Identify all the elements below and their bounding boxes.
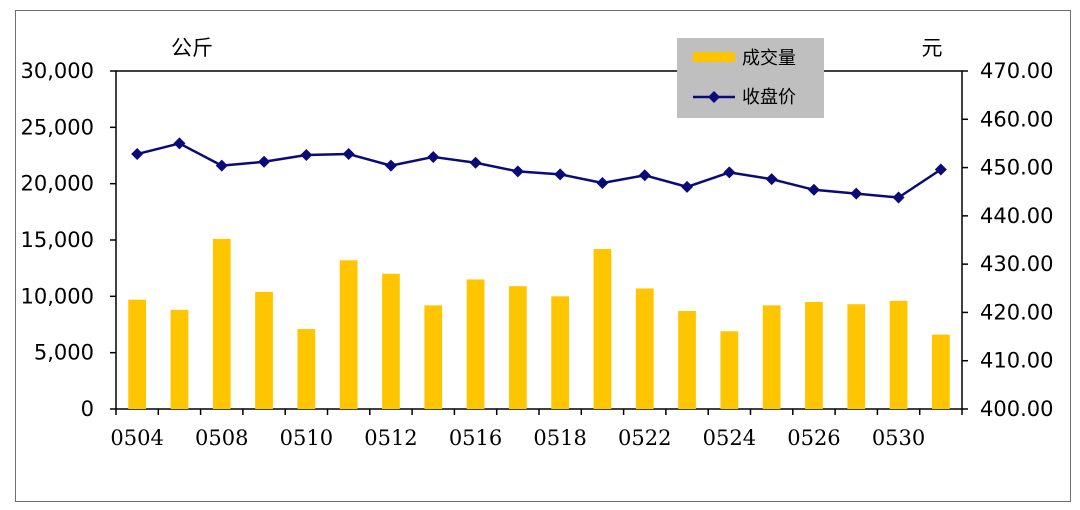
close-price-point-0524	[723, 166, 736, 179]
volume-bar-0512	[382, 273, 400, 409]
left-tick-label: 5,000	[34, 341, 94, 365]
x-tick-label: 0522	[618, 426, 671, 450]
x-tick-label: 0510	[280, 426, 333, 450]
legend-label-volume: 成交量	[742, 48, 796, 69]
right-tick-label: 420.00	[980, 300, 1053, 324]
close-price-point-0509	[258, 155, 271, 168]
x-tick-label: 0512	[364, 426, 417, 450]
volume-bar-0510	[297, 329, 316, 409]
right-tick-label: 400.00	[980, 397, 1053, 421]
volume-bar-0528	[847, 304, 866, 409]
x-tick-label: 0526	[787, 426, 840, 450]
right-tick-label: 450.00	[980, 156, 1053, 180]
x-tick-label: 0530	[872, 426, 925, 450]
close-price-point-0510	[300, 149, 313, 162]
volume-bar-0523	[678, 310, 696, 409]
left-tick-label: 10,000	[21, 284, 94, 308]
right-tick-label: 410.00	[980, 349, 1053, 373]
close-price-point-0505	[173, 137, 186, 150]
volume-bar-0518	[551, 296, 570, 409]
x-tick-label: 0524	[703, 426, 756, 450]
plot-area	[115, 70, 963, 410]
close-price-point-0525	[765, 173, 778, 186]
close-price-point-0518	[554, 168, 567, 181]
close-price-point-0508	[215, 159, 228, 172]
right-tick-label: 440.00	[980, 204, 1053, 228]
volume-bar-0509	[255, 291, 273, 409]
close-price-line-group	[131, 137, 947, 204]
close-price-point-0516	[469, 156, 482, 169]
legend-background	[677, 38, 824, 118]
close-price-point-0517	[511, 165, 524, 178]
close-price-point-0528	[850, 187, 863, 200]
right-axis-unit: 元	[922, 36, 943, 60]
legend-marker-price	[708, 91, 720, 103]
volume-bar-0531	[931, 334, 950, 409]
close-price-point-0531	[934, 163, 947, 176]
volume-bar-0511	[339, 260, 358, 409]
right-tick-label: 430.00	[980, 252, 1053, 276]
volume-bar-0514	[424, 305, 443, 409]
volume-bar-0522	[635, 288, 654, 409]
x-tick-label: 0516	[449, 426, 502, 450]
x-tick-label: 0504	[110, 426, 163, 450]
volume-bar-0525	[762, 305, 781, 409]
x-tick-label: 0518	[533, 426, 586, 450]
close-price-point-0522	[638, 169, 651, 182]
close-price-point-0504	[131, 148, 144, 161]
left-tick-label: 20,000	[21, 172, 94, 196]
volume-bar-0517	[508, 286, 527, 409]
close-price-point-0523	[681, 180, 694, 193]
left-tick-label: 30,000	[21, 59, 94, 83]
left-axis-unit: 公斤	[171, 36, 213, 60]
legend-swatch-volume	[693, 52, 735, 62]
volume-bars	[128, 238, 950, 409]
right-tick-label: 470.00	[980, 59, 1053, 83]
volume-bar-0530	[889, 300, 908, 409]
volume-bar-0526	[805, 301, 823, 409]
left-tick-label: 0	[81, 397, 94, 421]
chart-frame	[15, 10, 1071, 502]
close-price-point-0514	[427, 150, 440, 163]
x-tick-label: 0508	[195, 426, 248, 450]
close-price-point-0526	[807, 183, 820, 196]
legend-label-price: 收盘价	[742, 87, 796, 108]
volume-bar-0508	[212, 238, 231, 409]
axes: 30,000 25,000 20,000 15,000 10,000 5,000 0 470.…	[21, 59, 1054, 450]
close-price-point-0512	[384, 159, 397, 172]
close-price-point-0520	[596, 177, 609, 190]
left-tick-label: 15,000	[21, 228, 94, 252]
close-price-point-0530	[892, 191, 905, 204]
volume-bar-0520	[593, 249, 612, 409]
volume-bar-0504	[128, 299, 147, 409]
plot-border	[115, 70, 963, 410]
volume-bar-0516	[466, 279, 485, 409]
right-tick-label: 460.00	[980, 107, 1053, 131]
volume-bar-0505	[170, 309, 189, 409]
close-price-point-0511	[342, 148, 355, 161]
legend: 成交量 收盘价	[677, 38, 824, 118]
left-tick-label: 25,000	[21, 115, 94, 139]
close-price-line	[136, 142, 942, 199]
volume-bar-0524	[720, 331, 739, 409]
